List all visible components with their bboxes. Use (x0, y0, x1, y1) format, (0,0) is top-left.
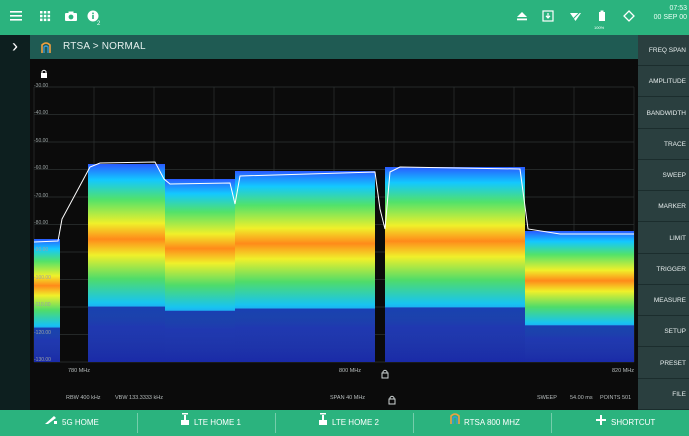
5g-antenna-icon (44, 410, 58, 436)
divider (275, 413, 276, 433)
signal-edge-left-fade (34, 327, 60, 362)
signal-block-2-fade (165, 310, 235, 362)
y-tick-label: -40.00 (34, 110, 49, 117)
wifi-icon (567, 10, 583, 24)
download-icon[interactable] (540, 10, 556, 24)
softkey-trigger[interactable]: TRIGGER (638, 254, 689, 285)
shortcut-label: LTE HOME 1 (194, 418, 241, 428)
shortcut-bar (0, 410, 689, 436)
info-badge: 2 (97, 21, 101, 27)
clock-date: 00 SEP 00 (653, 14, 687, 21)
y-tick-label: -120.00 (34, 329, 51, 336)
shortcut-lte-home-2[interactable]: LTE HOME 2 (318, 410, 379, 436)
y-tick-label: -100.00 (34, 274, 51, 281)
shortcut-rtsa-800[interactable]: RTSA 800 MHZ (450, 410, 520, 436)
rtsa-mode-icon (41, 41, 51, 53)
info-icon[interactable] (86, 10, 102, 24)
clock: 07:53 00 SEP 00 (654, 4, 687, 22)
breadcrumb: RTSA > NORMAL (63, 41, 146, 52)
spectrum-plot[interactable] (30, 59, 638, 410)
y-tick-label: -80.00 (34, 220, 49, 226)
battery-label: 100% (594, 25, 605, 30)
divider (137, 413, 138, 433)
y-tick-label: -30.00 (34, 83, 49, 89)
hamburger-menu-icon[interactable] (8, 10, 24, 24)
apps-grid-icon[interactable] (37, 10, 53, 24)
y-tick-label: -90.00 (34, 247, 49, 254)
lte-tower-icon (318, 410, 328, 436)
y-tick-label: -130.00 (34, 357, 51, 363)
shortcut-label: SHORTCUT (611, 418, 656, 428)
y-tick-label: -70.00 (34, 192, 49, 199)
signal-block-3-fade (235, 308, 375, 362)
clock-time: 07:53 (669, 5, 687, 12)
softkey-bandwidth[interactable]: BANDWIDTH (638, 98, 689, 129)
eject-icon[interactable] (514, 10, 530, 24)
softkey-trace[interactable]: TRACE (638, 129, 689, 160)
right-softkey-menu (638, 35, 689, 410)
spectrum-display (33, 86, 635, 363)
shortcut-label: 5G HOME (62, 418, 99, 428)
signal-edge-right-fade (525, 325, 634, 362)
span-lock-icon[interactable] (388, 392, 396, 410)
shortcut-5g-home[interactable]: 5G HOME (44, 410, 99, 436)
points-label: POINTS 501 (600, 395, 632, 401)
battery-icon (594, 10, 610, 24)
reference-lock-icon[interactable] (40, 66, 50, 78)
softkey-marker[interactable]: MARKER (638, 191, 689, 223)
expand-panel-chevron-icon[interactable]: › (0, 35, 30, 59)
softkey-freq-span[interactable]: FREQ SPAN (638, 35, 689, 66)
gps-icon (621, 10, 637, 24)
breadcrumb-bar (0, 35, 638, 59)
softkey-file[interactable]: FILE (638, 379, 689, 410)
lte-tower-icon (180, 410, 190, 436)
divider (413, 413, 414, 433)
status-bar (0, 0, 689, 35)
rtsa-mode-icon (450, 410, 460, 436)
center-lock-icon[interactable] (381, 366, 389, 384)
y-tick-label: -60.00 (34, 165, 49, 172)
signal-block-1-fade (88, 306, 165, 362)
y-tick-label: -110.00 (34, 302, 51, 309)
signal-block-4-fade (385, 307, 525, 362)
camera-icon[interactable] (63, 10, 79, 24)
shortcut-label: RTSA 800 MHZ (464, 418, 520, 428)
sweep-time-label: 54.00 ms (570, 395, 593, 401)
sweep-label: SWEEP (537, 395, 557, 401)
y-tick-label: -50.00 (34, 137, 49, 144)
softkey-measure[interactable]: MEASURE (638, 285, 689, 316)
span-label: SPAN 40 MHz (330, 395, 366, 401)
x-end-label: 820 MHz (612, 368, 635, 374)
add-shortcut-button[interactable]: SHORTCUT (596, 410, 655, 436)
plus-icon (596, 410, 606, 436)
x-start-label: 780 MHz (68, 368, 91, 374)
max-hold-trace (33, 161, 634, 243)
rbw-label: RBW 400 kHz (66, 395, 101, 401)
softkey-limit[interactable]: LIMIT (638, 223, 689, 254)
divider (551, 413, 552, 433)
shortcut-lte-home-1[interactable]: LTE HOME 1 (180, 410, 241, 436)
x-center-label: 800 MHz (339, 368, 362, 374)
softkey-setup[interactable]: SETUP (638, 316, 689, 348)
shortcut-label: LTE HOME 2 (332, 418, 379, 428)
softkey-sweep[interactable]: SWEEP (638, 160, 689, 191)
vbw-label: VBW 133.3333 kHz (115, 395, 163, 401)
softkey-amplitude[interactable]: AMPLITUDE (638, 66, 689, 98)
softkey-preset[interactable]: PRESET (638, 348, 689, 379)
left-strip (0, 59, 30, 410)
